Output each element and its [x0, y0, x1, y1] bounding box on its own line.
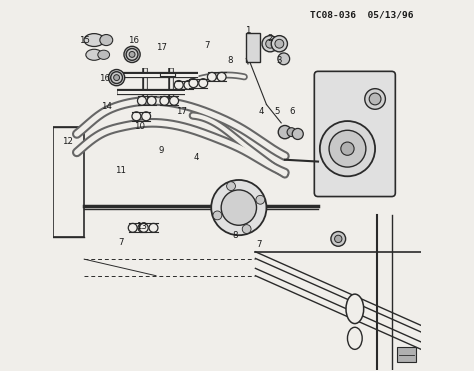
Text: 15: 15: [79, 36, 90, 45]
Circle shape: [365, 89, 385, 109]
Bar: [397, 347, 416, 362]
Circle shape: [184, 81, 193, 89]
Circle shape: [129, 52, 135, 58]
Text: 17: 17: [176, 107, 187, 116]
Circle shape: [208, 72, 216, 81]
Circle shape: [137, 96, 146, 105]
Circle shape: [335, 235, 342, 243]
Ellipse shape: [100, 35, 113, 46]
Circle shape: [227, 182, 236, 191]
Ellipse shape: [98, 50, 109, 59]
Ellipse shape: [86, 49, 102, 60]
Bar: [246, 33, 260, 62]
FancyBboxPatch shape: [314, 71, 395, 197]
Circle shape: [278, 53, 290, 65]
Text: 16: 16: [99, 74, 110, 83]
Circle shape: [331, 232, 346, 246]
Circle shape: [126, 49, 138, 60]
Circle shape: [320, 121, 375, 176]
Circle shape: [199, 79, 208, 88]
Circle shape: [114, 75, 119, 81]
Circle shape: [174, 81, 183, 89]
Circle shape: [266, 39, 274, 48]
Text: 10: 10: [134, 122, 145, 131]
Circle shape: [341, 142, 354, 155]
Circle shape: [128, 223, 137, 232]
Text: 2: 2: [267, 34, 273, 43]
Circle shape: [292, 128, 303, 139]
Circle shape: [211, 180, 266, 235]
Ellipse shape: [84, 34, 104, 46]
Circle shape: [142, 112, 151, 121]
Circle shape: [147, 96, 156, 105]
Circle shape: [221, 190, 256, 225]
Circle shape: [109, 69, 125, 86]
Circle shape: [132, 112, 141, 121]
Bar: [53, 127, 84, 237]
Circle shape: [242, 224, 251, 233]
Circle shape: [149, 223, 158, 232]
Circle shape: [111, 72, 122, 83]
Text: 7: 7: [205, 41, 210, 50]
Text: 3: 3: [277, 56, 282, 65]
Text: 17: 17: [156, 43, 167, 52]
Ellipse shape: [346, 294, 364, 324]
Circle shape: [139, 223, 148, 232]
Text: 5: 5: [275, 107, 280, 116]
Text: 8: 8: [227, 56, 232, 65]
Circle shape: [329, 130, 366, 167]
Circle shape: [213, 211, 222, 220]
Text: 13: 13: [136, 221, 147, 230]
Circle shape: [124, 46, 140, 63]
Text: 11: 11: [116, 166, 127, 175]
Text: 9: 9: [159, 146, 164, 155]
Text: 12: 12: [62, 137, 73, 146]
Circle shape: [287, 128, 296, 137]
Circle shape: [369, 93, 381, 105]
Circle shape: [275, 39, 284, 48]
Circle shape: [138, 223, 147, 232]
Circle shape: [278, 125, 292, 139]
Circle shape: [170, 96, 179, 105]
Circle shape: [160, 96, 169, 105]
Text: 7: 7: [256, 240, 262, 249]
Text: 7: 7: [118, 238, 124, 247]
Text: 16: 16: [128, 36, 139, 45]
Text: 4: 4: [194, 153, 199, 162]
Ellipse shape: [347, 327, 362, 349]
Text: 14: 14: [101, 102, 112, 111]
Text: 4: 4: [258, 107, 264, 116]
Circle shape: [262, 36, 278, 52]
Text: 6: 6: [290, 107, 295, 116]
Circle shape: [271, 36, 287, 52]
Circle shape: [189, 79, 198, 88]
Text: 8: 8: [232, 231, 238, 240]
Circle shape: [256, 196, 264, 204]
Text: 1: 1: [245, 26, 250, 35]
Circle shape: [217, 72, 226, 81]
Text: TC08-036  05/13/96: TC08-036 05/13/96: [310, 11, 414, 20]
